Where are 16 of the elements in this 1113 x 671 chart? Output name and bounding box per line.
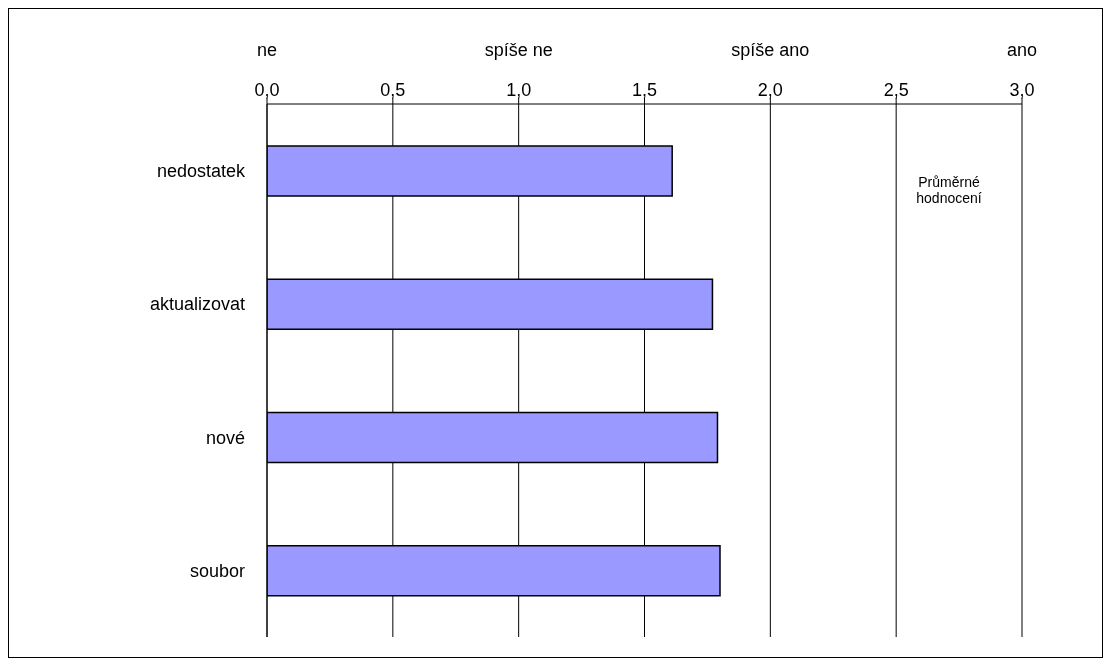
y-tick-label: nové bbox=[205, 427, 245, 448]
x-tick-label: 1,5 bbox=[631, 80, 658, 100]
x-tick-label: 1,0 bbox=[506, 80, 532, 100]
text: spíše ne bbox=[484, 40, 553, 60]
x-tick-label: 2,5 bbox=[883, 80, 909, 100]
y-tick-label: soubor bbox=[189, 560, 245, 581]
x-tick-label: 2,0 bbox=[757, 80, 783, 100]
y-tick-label: nedostatek bbox=[156, 161, 246, 182]
text: spíše ano bbox=[731, 40, 810, 60]
y-tick-label: aktualizovat bbox=[149, 294, 245, 315]
x-tick-label: 0,5 bbox=[380, 80, 406, 100]
text: ne bbox=[256, 40, 278, 60]
annotation: Průměrné hodnocení bbox=[915, 174, 983, 206]
text: ano bbox=[1006, 40, 1038, 60]
x-tick-label: 3,0 bbox=[1009, 80, 1035, 100]
x-tick-label: 0,0 bbox=[254, 80, 280, 100]
